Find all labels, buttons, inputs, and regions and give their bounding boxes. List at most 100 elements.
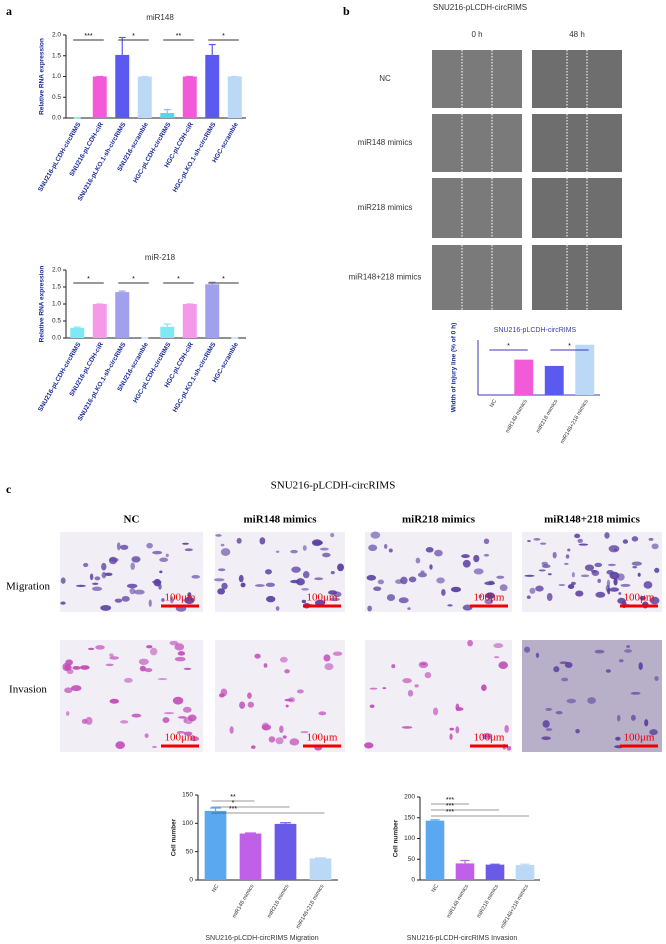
cell <box>131 556 141 563</box>
cell <box>424 671 432 679</box>
cell <box>275 550 280 553</box>
cell <box>571 572 575 578</box>
cell <box>607 563 616 567</box>
x-tick-label: miR148+218 mimics <box>500 884 530 930</box>
cell <box>184 548 193 552</box>
cell <box>436 577 445 584</box>
cell <box>632 565 638 569</box>
cell <box>580 574 590 578</box>
cell <box>83 562 89 568</box>
cell <box>139 665 146 672</box>
scale-bar-label: 100μm <box>624 592 655 604</box>
cell <box>567 548 571 552</box>
cell <box>153 578 162 587</box>
cell <box>300 731 309 734</box>
cell <box>496 575 505 579</box>
cell <box>624 649 632 653</box>
cell <box>60 601 66 605</box>
significance-label: * <box>132 33 135 40</box>
significance-label: * <box>232 800 235 807</box>
scale-bar-label: 100μm <box>165 592 196 604</box>
cell <box>584 564 595 571</box>
cell <box>597 578 601 583</box>
transwell-title: SNU216-pLCDH-circRIMS <box>271 480 396 492</box>
bar <box>182 304 197 338</box>
cell <box>402 678 412 684</box>
wound-image <box>532 178 622 238</box>
cell <box>100 605 112 611</box>
cell <box>213 578 225 582</box>
cell <box>418 661 429 669</box>
y-tick-label: 150 <box>182 792 193 799</box>
cell <box>130 562 135 570</box>
row-label: Invasion <box>9 684 47 696</box>
cell <box>301 599 307 604</box>
panel-label: c <box>6 482 12 496</box>
chart-title: SNU216-pLCDH-circRIMS Invasion <box>407 935 518 942</box>
significance-label: * <box>87 276 90 283</box>
cell <box>275 606 280 611</box>
cell <box>535 585 544 592</box>
column-label: miR148 mimics <box>243 514 317 526</box>
cell <box>591 570 600 576</box>
cell <box>620 583 631 587</box>
significance-label: *** <box>446 797 454 804</box>
cell <box>609 571 620 580</box>
bar <box>205 54 220 118</box>
cell <box>570 581 576 586</box>
panel-label: a <box>6 4 12 18</box>
significance-label: * <box>507 343 510 350</box>
cell <box>561 677 569 682</box>
cell <box>95 645 105 650</box>
cell <box>177 651 186 656</box>
cell <box>261 724 272 731</box>
cell <box>60 577 66 584</box>
cell <box>247 692 252 699</box>
cell <box>425 547 434 553</box>
cell <box>221 582 228 590</box>
cell <box>176 731 185 734</box>
cell <box>134 589 145 595</box>
cell <box>146 645 153 649</box>
chart-title: SNU216-pLCDH-circRIMS <box>494 327 577 334</box>
wound-image <box>532 50 622 108</box>
cell <box>322 552 331 558</box>
bar <box>115 54 130 118</box>
cell <box>541 736 551 741</box>
cell <box>559 661 569 665</box>
y-tick-label: 0 <box>411 877 415 884</box>
cell <box>284 669 290 674</box>
cell <box>493 656 500 659</box>
cell <box>115 741 125 749</box>
cell <box>264 569 272 575</box>
cell <box>109 656 120 660</box>
cell <box>547 573 552 576</box>
x-tick-label: miR148 mimics <box>446 884 470 920</box>
cell <box>337 563 344 572</box>
scale-bar-label: 100μm <box>307 592 338 604</box>
cell <box>639 596 646 601</box>
cell <box>104 572 113 577</box>
cell <box>131 713 142 718</box>
cell <box>220 688 228 697</box>
cell <box>159 557 169 563</box>
cell <box>487 592 493 598</box>
cell <box>535 652 540 658</box>
scale-bar-label: 100μm <box>474 732 505 744</box>
x-tick-label: miR148+218 mimics <box>295 884 325 930</box>
cell <box>613 577 618 586</box>
y-axis-label: Cell number <box>393 819 400 857</box>
cell <box>239 701 246 709</box>
cell <box>91 586 103 592</box>
cell <box>229 726 234 734</box>
cell <box>169 640 179 646</box>
cell <box>323 654 331 662</box>
cell <box>461 554 470 559</box>
cell <box>467 639 473 647</box>
cell <box>254 584 265 587</box>
cell <box>215 534 222 537</box>
chart-title: SNU216-pLCDH-circRIMS Migration <box>205 935 318 942</box>
cell <box>75 584 86 588</box>
cell <box>301 587 309 591</box>
cell <box>388 548 393 553</box>
